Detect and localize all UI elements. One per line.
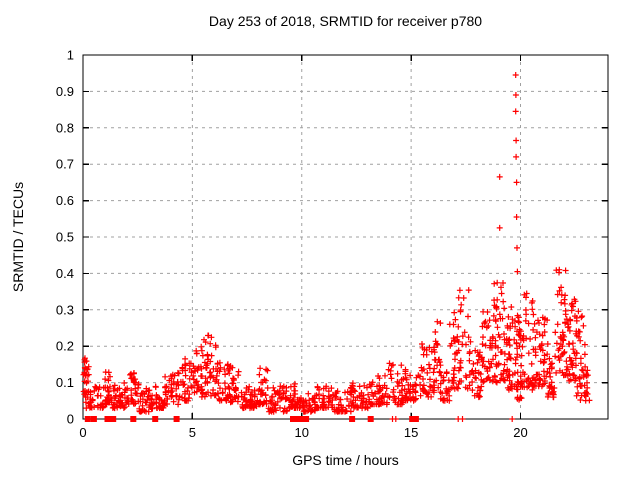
y-tick-label: 0.6 xyxy=(56,193,74,208)
y-tick-label: 0.9 xyxy=(56,84,74,99)
axis-tick-labels: 0 5 10 15 20 0 0.1 0.2 0.3 0.4 0.5 0.6 0.7 0.8 0.9 1 xyxy=(56,48,528,441)
x-axis-label: GPS time / hours xyxy=(292,452,399,468)
y-tick-label: 0 xyxy=(67,412,74,427)
y-tick-label: 0.7 xyxy=(56,157,74,172)
y-tick-label: 0.5 xyxy=(56,230,74,245)
x-tick-label: 0 xyxy=(79,425,86,440)
y-tick-label: 0.3 xyxy=(56,302,74,317)
x-tick-label: 15 xyxy=(404,425,418,440)
y-tick-label: 0.1 xyxy=(56,375,74,390)
gridlines xyxy=(83,55,608,419)
y-tick-label: 0.8 xyxy=(56,120,74,135)
data-points xyxy=(80,72,593,422)
y-tick-label: 1 xyxy=(67,48,74,63)
chart-title: Day 253 of 2018, SRMTID for receiver p78… xyxy=(208,13,483,29)
y-tick-label: 0.2 xyxy=(56,339,74,354)
x-tick-label: 10 xyxy=(295,425,309,440)
x-tick-label: 5 xyxy=(189,425,196,440)
y-tick-label: 0.4 xyxy=(56,266,74,281)
x-tick-label: 20 xyxy=(513,425,527,440)
